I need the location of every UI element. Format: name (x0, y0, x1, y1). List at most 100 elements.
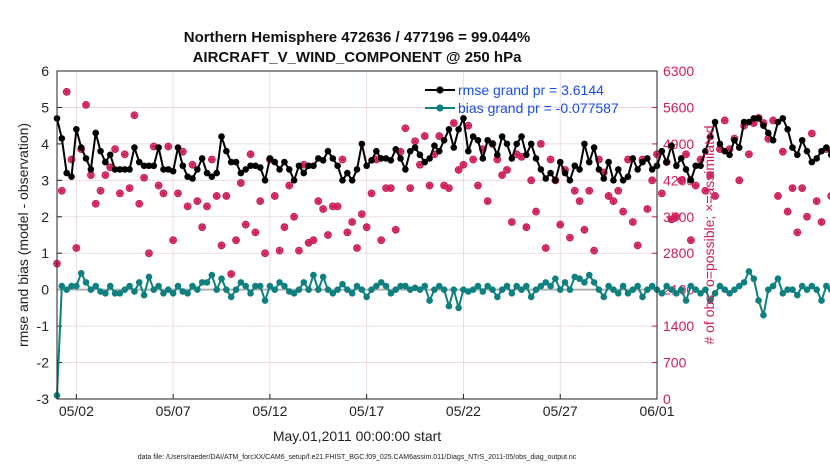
rmse-point (532, 155, 540, 162)
bias-point (600, 293, 608, 301)
bias-point (431, 286, 438, 293)
obs-assimilated-point (92, 200, 100, 208)
rmse-point (566, 177, 574, 184)
rmse-point (619, 177, 627, 184)
bias-point (644, 286, 651, 293)
obs-assimilated-point (72, 244, 80, 252)
obs-assimilated-point (164, 143, 172, 150)
rmse-point (77, 144, 85, 151)
rmse-point (440, 136, 448, 144)
obs-assimilated-point (310, 236, 317, 244)
obs-assimilated-point (716, 145, 724, 153)
bias-point (126, 282, 133, 290)
bias-point (397, 282, 404, 290)
rmse-point (682, 166, 690, 173)
obs-assimilated-point (285, 182, 293, 189)
bias-point (305, 286, 312, 293)
rmse-point (68, 173, 75, 180)
bias-point (479, 288, 487, 295)
rmse-point (658, 147, 666, 155)
obs-assimilated-point (793, 228, 801, 236)
rmse-point (735, 144, 743, 151)
rmse-point (387, 156, 395, 164)
obs-assimilated-point (687, 236, 695, 244)
rmse-point (169, 167, 177, 175)
rmse-point (377, 155, 385, 162)
rmse-point (150, 162, 158, 170)
rmse-point (760, 122, 767, 129)
rmse-point (455, 126, 462, 133)
y-axis-left: -3 -2 -1 0 1 2 3 4 5 6 (37, 63, 62, 407)
obs-assimilated-point (508, 218, 516, 226)
bias-point (808, 282, 816, 290)
obs-assimilated-point (498, 171, 506, 179)
rmse-point (237, 169, 245, 177)
obs-assimilated-point (421, 132, 429, 140)
rmse-point (542, 175, 550, 182)
bias-point (803, 286, 811, 293)
obs-assimilated-point (648, 176, 656, 184)
obs-assimilated-point (610, 197, 617, 205)
obs-assimilated-point (184, 202, 192, 210)
rmse-point (460, 115, 467, 122)
obs-assimilated-point (377, 236, 385, 244)
rmse-point (305, 162, 312, 170)
rmse-point (131, 144, 138, 151)
obs-assimilated-point (106, 163, 114, 171)
bias-point (164, 286, 172, 293)
bias-point (261, 297, 269, 304)
plot-area (57, 71, 657, 399)
rmse-point (716, 140, 724, 148)
bias-point (682, 297, 690, 304)
x-tick-label: 05/02 (59, 403, 94, 419)
rmse-point (721, 147, 729, 155)
rmse-point (764, 129, 772, 137)
obs-assimilated-point (251, 228, 259, 236)
bias-point (745, 268, 753, 275)
obs-assimilated-point (261, 249, 269, 257)
bias-point (160, 290, 167, 297)
rmse-point (295, 162, 303, 170)
obs-assimilated-point (426, 182, 433, 189)
bias-point (295, 286, 303, 293)
y-right-tick-label: 2800 (663, 245, 694, 261)
rmse-point (223, 147, 230, 155)
bias-point (77, 269, 85, 277)
legend-rmse-marker (436, 86, 444, 94)
y-tick-label: 0 (41, 282, 49, 298)
obs-assimilated-point (401, 124, 409, 132)
rmse-point (203, 169, 211, 177)
rmse-point (789, 144, 796, 151)
obs-assimilated-point (547, 156, 554, 163)
bias-point (121, 286, 129, 293)
bias-point (774, 275, 782, 283)
obs-assimilated-point (295, 247, 303, 255)
obs-assimilated-point (208, 156, 216, 163)
obs-assimilated-point (160, 189, 167, 197)
rmse-point (474, 136, 482, 144)
obs-assimilated-point (97, 187, 104, 195)
bias-point (547, 282, 554, 290)
rmse-point (135, 158, 143, 166)
bias-point (585, 271, 593, 279)
obs-assimilated-point (682, 150, 690, 158)
obs-assimilated-point (431, 150, 438, 158)
bias-point (455, 304, 462, 312)
bias-point (402, 282, 409, 290)
y-tick-label: 3 (41, 172, 49, 188)
obs-assimilated-point (339, 156, 346, 163)
rmse-point (368, 156, 375, 164)
bias-point (392, 286, 400, 293)
rmse-point (614, 166, 622, 173)
bias-point (256, 282, 264, 290)
rmse-point (416, 151, 424, 159)
bias-point (334, 286, 341, 293)
bias-point (527, 293, 535, 301)
rmse-point (818, 147, 825, 155)
obs-assimilated-point (334, 202, 342, 210)
obs-assimilated-point (614, 187, 622, 195)
bias-point (435, 282, 443, 290)
rmse-point (339, 177, 346, 184)
rmse-point (494, 151, 501, 159)
obs-assimilated-point (276, 247, 283, 255)
